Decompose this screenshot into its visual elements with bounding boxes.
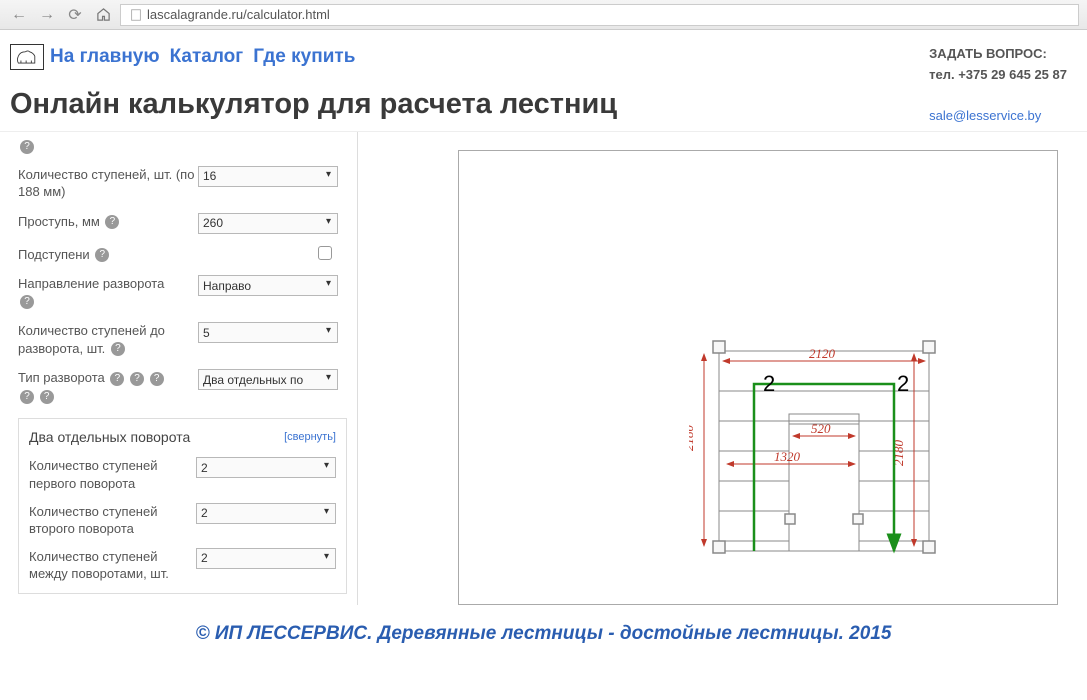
contact-box: ЗАДАТЬ ВОПРОС: тел. +375 29 645 25 87 sa… [929,44,1067,126]
select-direction[interactable]: Направо [198,275,338,296]
label-steps-count: Количество ступеней, шт. (по 188 мм) [18,166,198,201]
page-icon [129,8,143,22]
nav-where[interactable]: Где купить [253,46,355,68]
footer-text: © ИП ЛЕССЕРВИС. Деревянные лестницы - до… [196,623,892,644]
page-title: Онлайн калькулятор для расчета лестниц [10,88,1077,121]
label-first-turn: Количество ступеней первого поворота [29,457,196,492]
help-icon[interactable]: ? [105,215,119,229]
label-direction: Направление разворота [18,276,164,291]
label-second-turn: Количество ступеней второго поворота [29,503,196,538]
contact-ask: ЗАДАТЬ ВОПРОС: [929,46,1047,61]
svg-text:2: 2 [897,371,909,396]
logo[interactable] [10,44,44,70]
svg-text:2120: 2120 [809,346,836,361]
select-first-turn[interactable]: 2 [196,457,336,478]
home-button[interactable] [92,4,114,26]
diagram-frame: 2120 2180 2180 520 1320 2 [458,150,1058,605]
bear-icon [14,47,40,67]
section-title: Два отдельных поворота [29,429,190,445]
label-risers: Подступени [18,247,90,262]
url-bar[interactable]: lascalagrande.ru/calculator.html [120,4,1079,26]
help-icon[interactable]: ? [150,372,164,386]
collapse-link[interactable]: [свернуть] [284,431,336,443]
nav-catalog[interactable]: Каталог [170,46,244,68]
contact-phone: тел. +375 29 645 25 87 [929,67,1067,82]
url-text: lascalagrande.ru/calculator.html [147,7,330,22]
checkbox-risers[interactable] [318,246,332,260]
turn-section: Два отдельных поворота [свернуть] Количе… [18,418,347,593]
help-icon[interactable]: ? [20,140,34,154]
page-header: На главную Каталог Где купить Онлайн кал… [0,30,1087,132]
select-tread[interactable]: 260 [198,213,338,234]
label-steps-before: Количество ступеней до разворота, шт. [18,323,165,356]
svg-text:2: 2 [763,371,775,396]
svg-text:2180: 2180 [689,425,696,452]
help-icon[interactable]: ? [130,372,144,386]
help-icon[interactable]: ? [20,390,34,404]
svg-text:1320: 1320 [774,449,801,464]
help-icon[interactable]: ? [20,295,34,309]
label-tread: Проступь, мм [18,214,100,229]
footer: © ИП ЛЕССЕРВИС. Деревянные лестницы - до… [0,605,1087,653]
browser-chrome: ← → ⟳ lascalagrande.ru/calculator.html [0,0,1087,30]
reload-button[interactable]: ⟳ [64,4,86,26]
select-turn-type[interactable]: Два отдельных по [198,369,338,390]
select-between[interactable]: 2 [196,548,336,569]
back-button[interactable]: ← [8,4,30,26]
select-steps-before[interactable]: 5 [198,322,338,343]
help-icon[interactable]: ? [40,390,54,404]
staircase-diagram: 2120 2180 2180 520 1320 2 [689,336,944,561]
select-steps-count[interactable]: 16 [198,166,338,187]
help-icon[interactable]: ? [111,342,125,356]
diagram-area: 2120 2180 2180 520 1320 2 [358,132,1087,605]
select-second-turn[interactable]: 2 [196,503,336,524]
nav-home[interactable]: На главную [50,46,160,68]
forward-button[interactable]: → [36,4,58,26]
svg-text:520: 520 [811,421,831,436]
label-between: Количество ступеней между поворотами, шт… [29,548,196,583]
help-icon[interactable]: ? [95,248,109,262]
label-turn-type: Тип разворота [18,370,105,385]
sidebar-form: ? Количество ступеней, шт. (по 188 мм) 1… [0,132,358,605]
help-icon[interactable]: ? [110,372,124,386]
contact-email[interactable]: sale@lesservice.by [929,106,1041,127]
